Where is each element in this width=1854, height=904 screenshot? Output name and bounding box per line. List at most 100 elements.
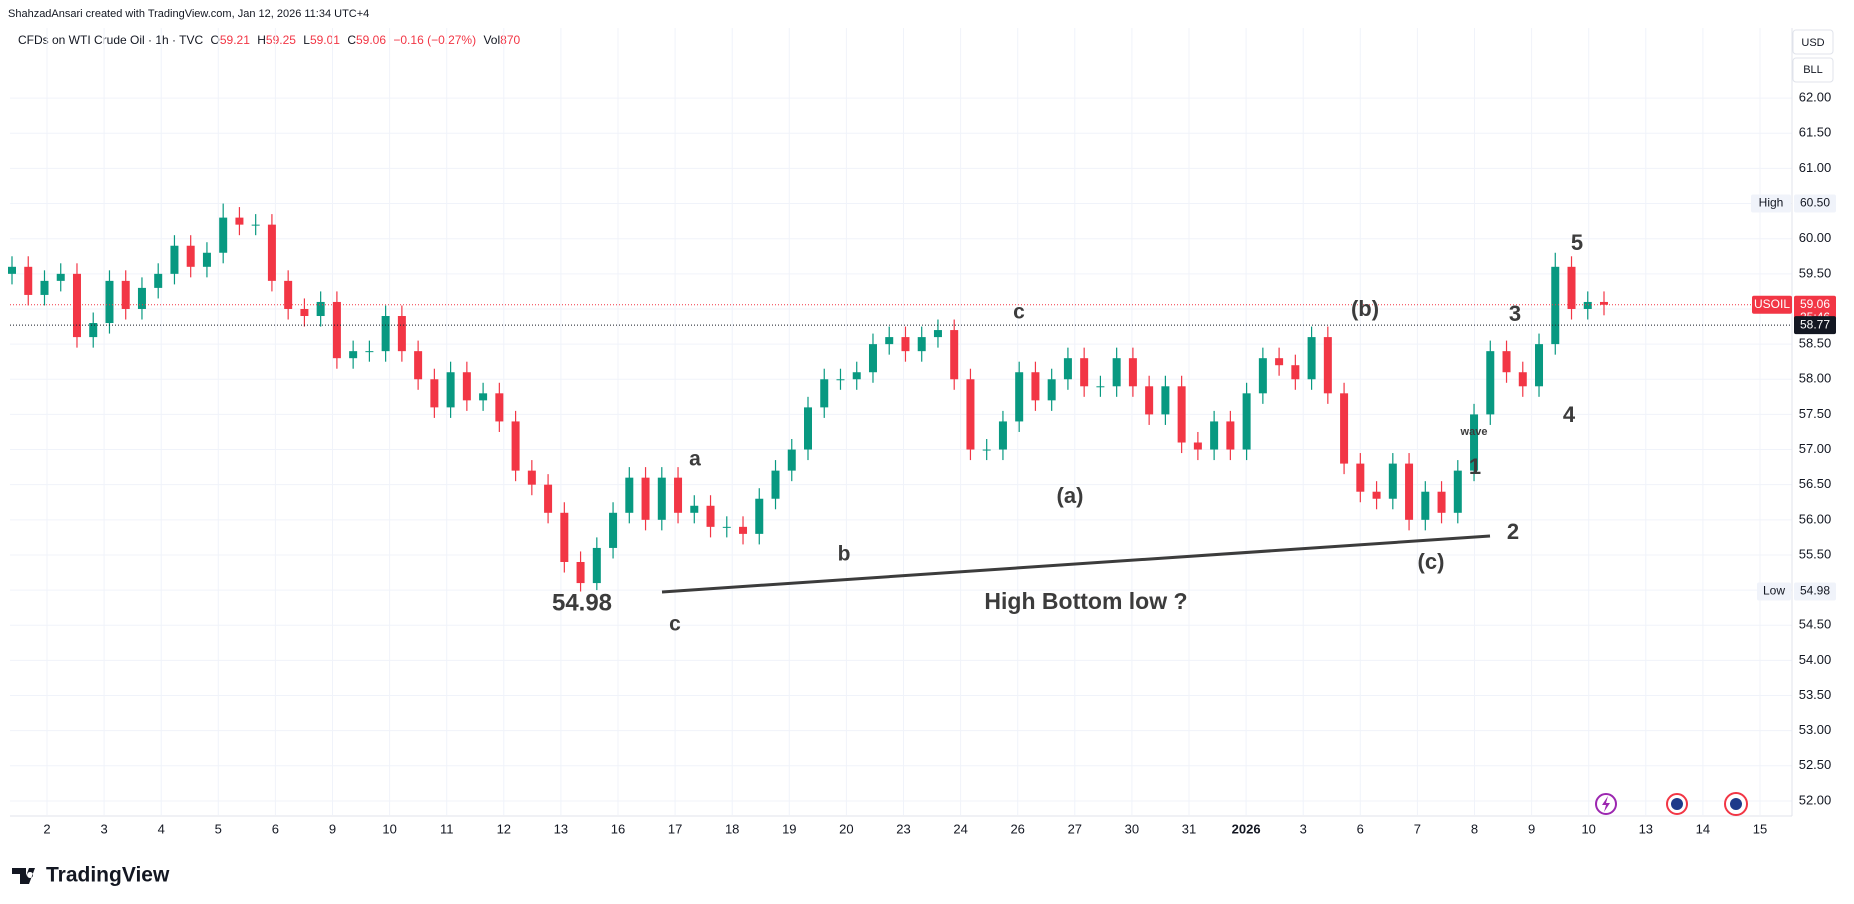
x-tick-label: 12 (497, 821, 511, 836)
brand: TradingView (12, 864, 170, 887)
candle-body (349, 351, 358, 359)
change: −0.16 (−0.27%) (393, 33, 476, 47)
vol-label: Vol (483, 33, 500, 47)
candle-body (397, 316, 406, 352)
unit-box[interactable] (1792, 57, 1834, 83)
legend: CFDs on WTI Crude Oil · 1h · TVC O59.21 … (18, 33, 520, 47)
y-tick-label: 58.50 (1799, 336, 1832, 351)
y-tick-label: 56.00 (1799, 511, 1832, 526)
candle-body (1047, 379, 1056, 401)
candle-body (300, 308, 309, 317)
symbol: CFDs on WTI Crude Oil · 1h · TVC (18, 33, 203, 47)
candle-body (479, 393, 488, 401)
y-tick-label: 54.50 (1799, 617, 1832, 632)
h-label: H (257, 33, 266, 47)
candle-body (430, 379, 439, 408)
candle-body (154, 273, 163, 288)
x-tick-label: 17 (668, 821, 682, 836)
overlay: a b c c (a) (b) (c) 1 2 3 4 5 wave 54.98 High Bottom l… (10, 230, 1792, 636)
candle-body (1275, 358, 1284, 366)
candle-body (868, 344, 877, 373)
candle-body (950, 330, 959, 380)
candle-body (1583, 301, 1592, 309)
candle-body (1518, 372, 1527, 387)
high: 59.25 (266, 33, 296, 47)
credit: ShahzadAnsari created with TradingView.c… (8, 8, 369, 20)
x-tick-label: 19 (782, 821, 796, 836)
wave-label: wave (1460, 426, 1488, 438)
grid (10, 28, 1792, 815)
x-tick-label: 13 (554, 821, 568, 836)
x-tick-label: 8 (1471, 821, 1478, 836)
candle-body (804, 407, 812, 450)
wave-label: (c) (1418, 549, 1445, 574)
candle-body (722, 526, 731, 528)
candle-body (8, 266, 16, 274)
y-tick-label: 55.50 (1799, 546, 1832, 561)
y-tick-label: 57.00 (1799, 441, 1832, 456)
x-tick-label: 6 (1357, 821, 1364, 836)
x-tick-label: 7 (1414, 821, 1421, 836)
wave-label: (a) (1057, 483, 1084, 508)
symbol-tag-box (1752, 295, 1792, 314)
high-label-box (1751, 194, 1791, 213)
candle-body (1177, 386, 1186, 443)
x-tick-label: 23 (896, 821, 910, 836)
y-tick-label: 58.00 (1799, 371, 1832, 386)
x-tick-label: 20 (839, 821, 853, 836)
x-tick-label: 10 (1581, 821, 1595, 836)
last-price: 59.06 (1800, 297, 1830, 311)
y-tick-label: 56.50 (1799, 476, 1832, 491)
candle-body (1210, 421, 1219, 450)
candle-body (1372, 491, 1381, 499)
candle-body (56, 273, 65, 281)
y-tick-label: 62.00 (1799, 90, 1832, 105)
high-value: 60.50 (1800, 196, 1830, 210)
currency-box[interactable] (1792, 29, 1834, 55)
candle-body (284, 280, 293, 309)
candle-body (1128, 358, 1137, 387)
candle-body (1258, 358, 1267, 394)
event-icon-flag (1730, 798, 1742, 810)
candle-body (1193, 442, 1202, 450)
candle-body (755, 498, 764, 534)
y-tick-label: 60.00 (1799, 230, 1832, 245)
unit: BLL (1803, 64, 1823, 76)
x-tick-label: 2 (43, 821, 50, 836)
high-value-box (1794, 194, 1836, 213)
wave-label: b (838, 543, 851, 566)
y-tick-label: 54.00 (1799, 652, 1832, 667)
candle-body (495, 393, 504, 422)
wave-label: 1 (1469, 454, 1481, 479)
wave-label: 4 (1563, 402, 1576, 427)
event-icon-bolt (1602, 796, 1610, 812)
wave-label: a (689, 448, 701, 471)
price-axis-bg (1792, 28, 1854, 828)
candle-body (24, 266, 33, 295)
x-tick-label: 31 (1182, 821, 1196, 836)
x-tick-label: 14 (1696, 821, 1710, 836)
candle-body (1015, 372, 1024, 422)
y-tick-label: 52.50 (1799, 757, 1832, 772)
x-tick-label: 2026 (1232, 821, 1261, 836)
candle-body (332, 301, 341, 359)
y-tick-label: 59.50 (1799, 265, 1832, 280)
candle-body (89, 323, 98, 338)
candle-body (625, 477, 634, 513)
candle-body (706, 505, 715, 527)
candle-body (365, 351, 374, 353)
wave-label: 54.98 (552, 589, 612, 616)
candle-body (739, 526, 748, 534)
candle-body (771, 470, 780, 499)
candle-body (576, 561, 585, 584)
candle-body (1405, 463, 1414, 520)
candle-body (885, 337, 894, 345)
candle-body (1421, 491, 1430, 520)
candle-body (1600, 301, 1608, 305)
candle-body (137, 287, 146, 309)
candle-body (641, 477, 650, 520)
candle-body (1161, 386, 1170, 415)
candle-body (1551, 266, 1560, 345)
candle-body (836, 379, 845, 381)
